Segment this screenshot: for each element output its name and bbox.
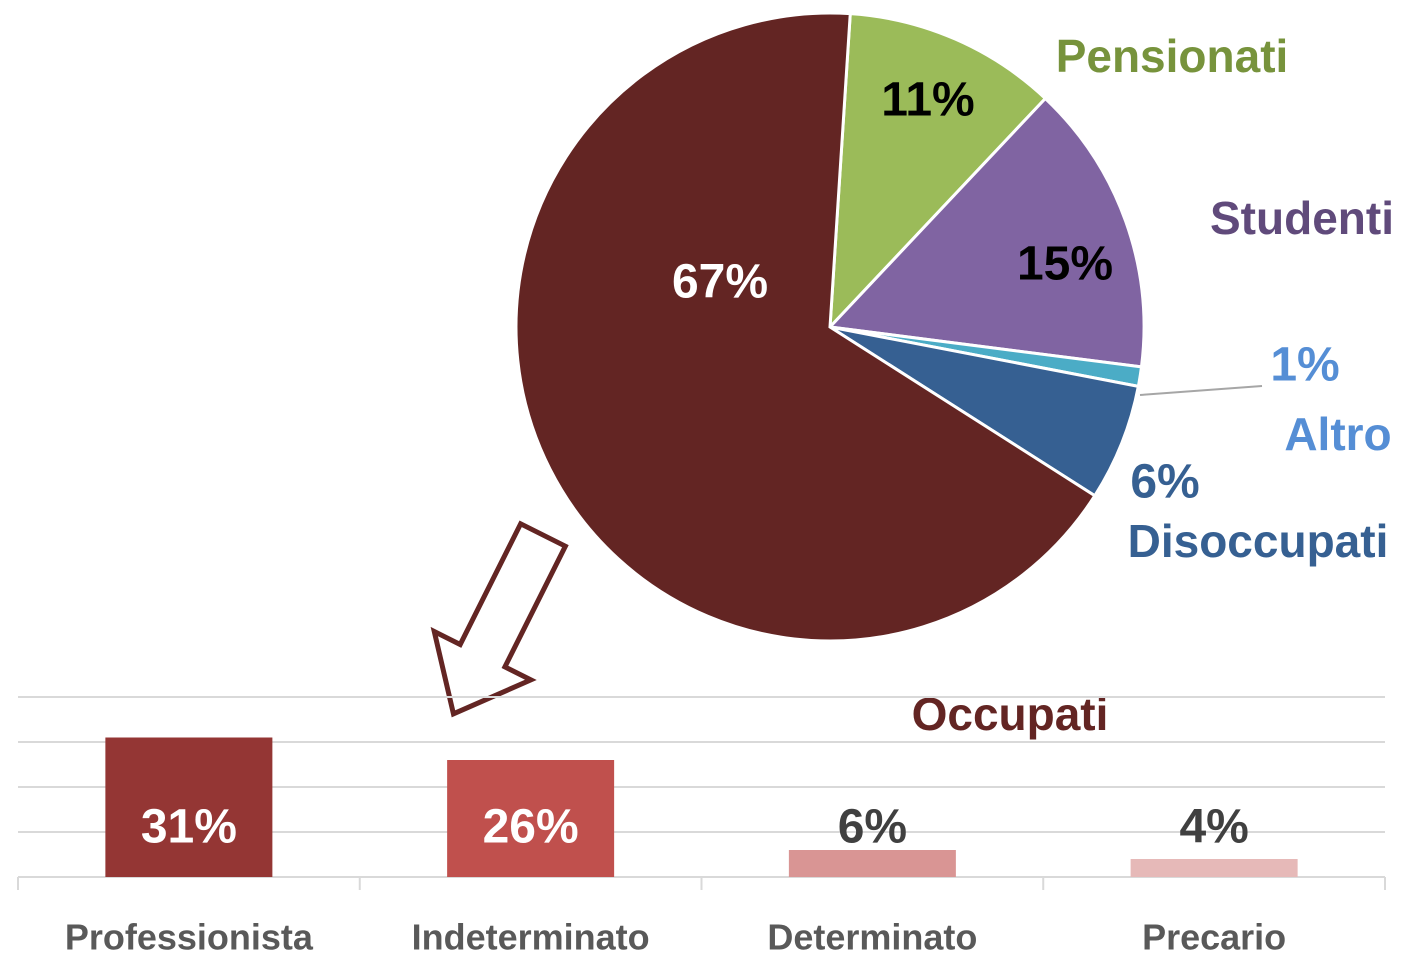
slice-value-label: 1% <box>1270 339 1339 392</box>
bar-value-label: 26% <box>483 801 579 854</box>
x-tick-label: Indeterminato <box>412 917 650 958</box>
slice-value-label: 6% <box>1130 456 1199 509</box>
slice-category-label: Occupati <box>912 688 1109 740</box>
slice-category-label: Pensionati <box>1056 30 1289 82</box>
slice-value-label: 11% <box>881 74 974 127</box>
slice-value-label: 67% <box>672 256 768 309</box>
slice-category-label: Disoccupati <box>1128 515 1389 567</box>
leader-line <box>1139 385 1263 396</box>
slice-value-label: 15% <box>1017 238 1113 291</box>
pie-slice <box>826 96 1146 369</box>
bar <box>105 737 273 877</box>
slice-category-label: Studenti <box>1210 192 1394 244</box>
bar-value-label: 31% <box>141 801 237 854</box>
bar <box>447 760 615 877</box>
bar <box>1130 859 1298 877</box>
pie-slice <box>828 12 1048 332</box>
x-tick-label: Precario <box>1142 917 1286 958</box>
slice-category-label: Altro <box>1284 408 1391 460</box>
bar <box>788 850 956 877</box>
pie-slice <box>514 11 1097 643</box>
arrow-shape <box>430 520 569 718</box>
bar-value-label: 6% <box>838 801 907 854</box>
x-tick-label: Professionista <box>65 917 314 958</box>
pie-slice <box>829 325 1141 498</box>
x-tick-label: Determinato <box>767 917 977 958</box>
pointer-arrow <box>430 520 569 718</box>
bar-value-label: 4% <box>1179 801 1248 854</box>
